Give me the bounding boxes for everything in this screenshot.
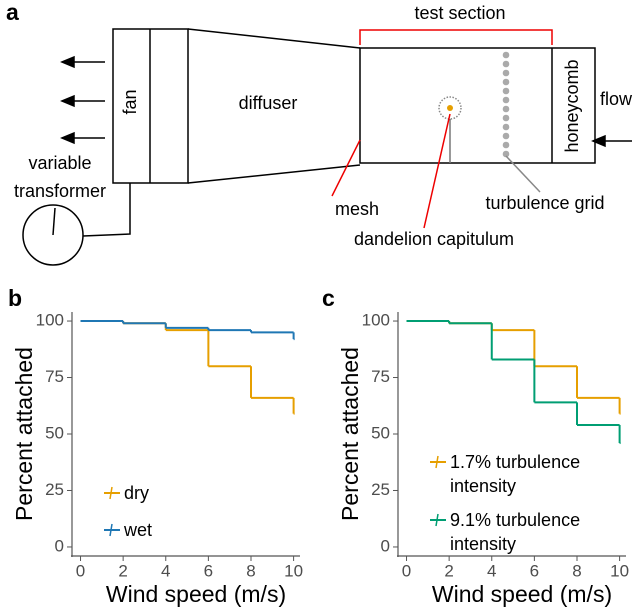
arrow-head bbox=[60, 94, 75, 108]
grid-dot bbox=[502, 69, 510, 77]
x-tick-label: 0 bbox=[402, 561, 411, 580]
mesh-pointer bbox=[331, 139, 361, 197]
y-tick-label: 75 bbox=[371, 367, 390, 386]
x-tick-label: 4 bbox=[161, 561, 170, 580]
y-tick-label: 50 bbox=[371, 423, 390, 442]
dandelion-pointer bbox=[423, 113, 451, 229]
arrow-head bbox=[591, 134, 606, 148]
y-axis-title: Percent attached bbox=[337, 347, 363, 521]
diffuser-bottom bbox=[187, 164, 361, 184]
grid-dot bbox=[502, 114, 510, 122]
label: flow bbox=[600, 89, 633, 109]
legend-label: wet bbox=[124, 520, 153, 540]
capitulum-center bbox=[447, 105, 453, 111]
x-tick-label: 2 bbox=[444, 561, 453, 580]
arrow-head bbox=[60, 131, 75, 145]
x-tick-label: 0 bbox=[76, 561, 85, 580]
grid-pointer bbox=[505, 155, 541, 193]
label: transformer bbox=[14, 181, 106, 201]
label: diffuser bbox=[239, 93, 298, 113]
y-tick-label: 75 bbox=[45, 367, 64, 386]
y-tick-label: 0 bbox=[381, 536, 390, 555]
series bbox=[406, 320, 621, 415]
x-axis-title: Wind speed (m/s) bbox=[106, 581, 286, 607]
arrow-head bbox=[60, 55, 75, 69]
test-box bbox=[359, 47, 596, 164]
legend-swatch bbox=[435, 513, 439, 527]
y-tick-label: 25 bbox=[371, 480, 390, 499]
y-tick-label: 100 bbox=[362, 311, 390, 330]
label: variable bbox=[28, 153, 91, 173]
legend-swatch bbox=[109, 486, 113, 500]
x-axis-title: Wind speed (m/s) bbox=[432, 581, 612, 607]
legend-swatch bbox=[435, 455, 439, 469]
label: turbulence grid bbox=[485, 193, 604, 213]
legend-label: dry bbox=[124, 483, 150, 503]
label: fan bbox=[120, 89, 140, 114]
grid-dot bbox=[502, 87, 510, 95]
x-tick-label: 8 bbox=[572, 561, 581, 580]
test-bracket bbox=[359, 29, 553, 45]
grid-dot bbox=[502, 78, 510, 86]
y-tick-label: 100 bbox=[36, 311, 64, 330]
x-tick-label: 6 bbox=[530, 561, 539, 580]
diffuser-top bbox=[187, 28, 361, 49]
series bbox=[406, 320, 621, 445]
label: dandelion capitulum bbox=[354, 229, 514, 249]
panel-label: a bbox=[6, 0, 19, 25]
grid-dot bbox=[502, 150, 510, 158]
grid-dot bbox=[502, 60, 510, 68]
turbulence-grid bbox=[502, 51, 510, 158]
grid-dot bbox=[502, 132, 510, 140]
label: mesh bbox=[335, 199, 379, 219]
dial-needle bbox=[52, 207, 56, 236]
wind-tunnel bbox=[22, 28, 596, 266]
x-tick-label: 10 bbox=[284, 561, 303, 580]
red-marks bbox=[331, 29, 553, 229]
grid-dot bbox=[502, 96, 510, 104]
series bbox=[80, 320, 295, 415]
label: test section bbox=[414, 3, 505, 23]
panel-label: b bbox=[8, 285, 22, 311]
x-tick-label: 2 bbox=[118, 561, 127, 580]
y-tick-label: 50 bbox=[45, 423, 64, 442]
y-axis-title: Percent attached bbox=[11, 347, 37, 521]
y-tick-label: 25 bbox=[45, 480, 64, 499]
panel-label: c bbox=[322, 285, 335, 311]
wire bbox=[82, 183, 131, 237]
x-tick-label: 4 bbox=[487, 561, 496, 580]
grid-dot bbox=[502, 51, 510, 59]
transformer-dial bbox=[22, 204, 84, 266]
grid-dot bbox=[502, 141, 510, 149]
grid-dot bbox=[502, 123, 510, 131]
series bbox=[80, 320, 295, 341]
grid-dot bbox=[502, 105, 510, 113]
x-tick-label: 8 bbox=[246, 561, 255, 580]
legend-label: 1.7% turbulence intensity bbox=[450, 452, 581, 496]
legend-swatch bbox=[109, 523, 113, 537]
label: honeycomb bbox=[562, 59, 582, 152]
x-tick-label: 6 bbox=[204, 561, 213, 580]
x-tick-label: 10 bbox=[610, 561, 629, 580]
y-tick-label: 0 bbox=[55, 536, 64, 555]
legend-label: 9.1% turbulence intensity bbox=[450, 510, 581, 554]
arrows bbox=[60, 55, 632, 148]
